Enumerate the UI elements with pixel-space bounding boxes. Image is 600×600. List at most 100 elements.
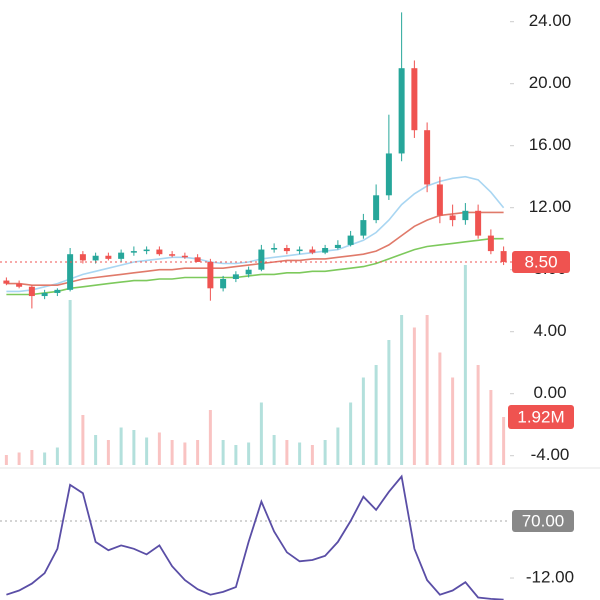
candle-body [360,220,367,236]
y-tick-label: 24.00 [529,11,572,30]
volume-bar [298,442,302,465]
candle-body [462,210,469,221]
candle-body [334,244,341,248]
volume-bar [451,377,455,465]
volume-bar [68,300,72,465]
volume-bar [132,430,136,465]
candle-body [169,254,176,256]
volume-bar [310,445,314,465]
volume-bar [106,440,110,465]
volume-bar [4,455,8,465]
volume-bar [425,315,429,465]
volume-bar [476,365,480,465]
candle-body [181,255,188,258]
volume-bar [221,440,225,465]
volume-bar [374,365,378,465]
rsi-level-box [512,510,574,533]
y-tick-label: 12.00 [529,197,572,216]
volume-bar [502,417,506,465]
volume-bar [349,402,353,465]
rsi-tick-label: 70.00 [522,512,565,531]
volume-bar [183,442,187,465]
candle-body [41,292,48,297]
last-price-box [512,250,570,273]
candle-body [271,248,278,250]
candle-body [487,235,494,252]
candle-body [258,249,265,270]
volume-bar [400,315,404,465]
volume-bar [438,352,442,465]
moving-average [6,175,505,293]
candle-body [220,279,227,289]
candle-body [296,249,303,252]
volume-bar [17,452,21,465]
y-tick-label: 0.00 [533,383,566,402]
candle-body [398,68,405,154]
candle-body [475,210,482,236]
volume-bar [489,390,493,465]
candle-body [347,235,354,245]
volume-bar [145,437,149,465]
volume-bar [412,327,416,465]
last-volume-box [508,405,574,429]
volume-bar [170,440,174,465]
volume-bar [157,432,161,465]
candle-body [436,184,443,216]
y-tick-label: 4.00 [533,321,566,340]
y-tick-label: -4.00 [531,445,570,464]
candle-body [309,249,316,253]
candle-body [207,261,214,289]
volume-bar [81,415,85,465]
candle-body [118,252,125,259]
volume-bar [272,435,276,465]
candle-body [500,251,507,262]
volume-bar [323,440,327,465]
candle-body [245,269,252,275]
volume-bar [463,265,467,465]
candle-body [449,215,456,221]
candle-body [411,68,418,131]
candle-body [67,254,74,290]
volume-bar [387,340,391,465]
volume-bar [55,447,59,465]
candle-body [424,130,431,185]
volume-bar [208,410,212,465]
candle-body [130,251,137,253]
candle-body [28,286,35,297]
candle-body [373,195,380,221]
candle-body [194,257,201,262]
candle-body [156,249,163,255]
moving-average [6,237,504,296]
volume-bar [259,402,263,465]
volume-bar [247,442,251,465]
moving-average [6,211,504,286]
candle-body [232,274,239,279]
candle-body [143,249,150,252]
volume-bar [119,427,123,465]
candle-body [16,283,23,287]
last-price-label: 8.50 [524,252,557,271]
volume-bar [196,440,200,465]
candle-body [79,254,86,261]
y-tick-label: 20.00 [529,73,572,92]
volume-bar [336,427,340,465]
candle-body [92,255,99,261]
volume-bar [43,452,47,465]
rsi-tick-label: -12.00 [526,568,574,587]
candle-body [3,280,10,284]
volume-bar [234,445,238,465]
rsi-line [6,474,504,600]
candle-body [54,289,61,293]
candle-body [385,153,392,196]
candle-body [322,248,329,253]
volume-bar [94,435,98,465]
candle-body [105,255,112,259]
y-tick-label: 16.00 [529,135,572,154]
last-volume-label: 1.92M [517,407,564,426]
volume-bar [361,377,365,465]
candle-body [283,248,290,252]
volume-bar [30,450,34,465]
